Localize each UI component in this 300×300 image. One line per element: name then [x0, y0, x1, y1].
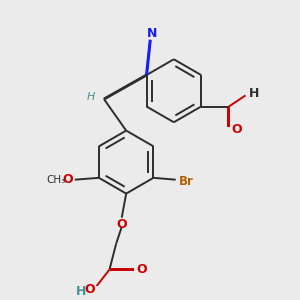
Text: H: H	[87, 92, 95, 102]
Text: CH₃: CH₃	[46, 175, 65, 185]
Text: O: O	[63, 173, 74, 186]
Text: O: O	[116, 218, 127, 231]
Text: O: O	[232, 123, 242, 136]
Text: H: H	[76, 285, 86, 298]
Text: Br: Br	[178, 175, 194, 188]
Text: O: O	[85, 283, 95, 296]
Text: O: O	[136, 263, 147, 276]
Text: H: H	[248, 87, 259, 100]
Text: N: N	[147, 27, 157, 40]
